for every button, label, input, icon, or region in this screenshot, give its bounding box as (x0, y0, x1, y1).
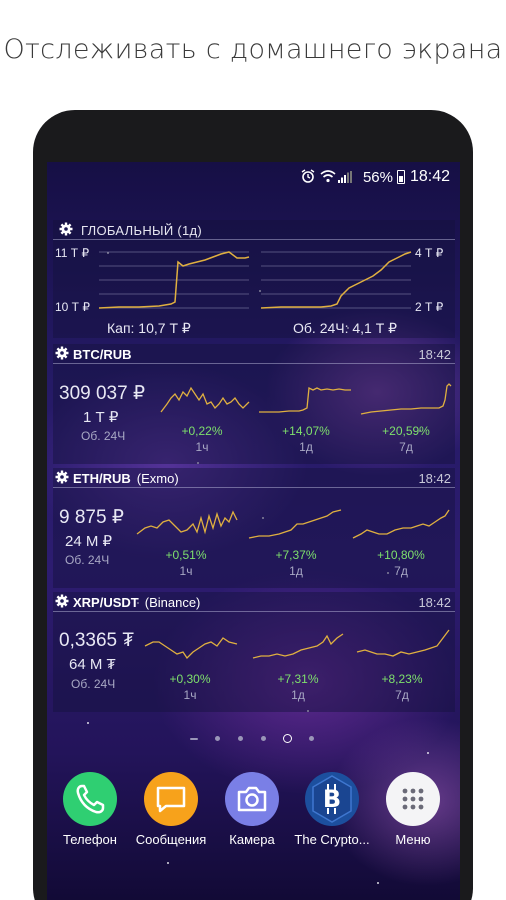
camera-icon[interactable] (225, 772, 279, 826)
volume: 1 Т ₽ (83, 409, 119, 426)
change-1d: +14,07% (282, 424, 330, 438)
change-1h: +0,51% (165, 548, 207, 562)
change-1d: +7,37% (275, 548, 317, 562)
market-cap-text: Кап: 10,7 Т ₽ (107, 320, 191, 336)
phone-icon[interactable] (63, 772, 117, 826)
volume-axis-bottom: 2 Т ₽ (415, 300, 444, 314)
gear-icon[interactable] (55, 470, 69, 484)
status-bar: 56% 18:42 (47, 162, 460, 192)
gear-icon[interactable] (55, 346, 69, 360)
global-widget-header: ГЛОБАЛЬНЫЙ (1д) (53, 220, 455, 240)
svg-text:B: B (323, 785, 341, 813)
alarm-icon (301, 169, 315, 183)
volume-label: Об. 24Ч (81, 429, 126, 443)
global-widget[interactable]: ГЛОБАЛЬНЫЙ (1д) 11 Т ₽ 10 Т ₽ 4 Т ₽ 2 Т … (53, 220, 455, 338)
period-1d: 1д (299, 440, 313, 454)
period-1h: 1ч (195, 440, 209, 454)
period-1d: 1д (291, 688, 305, 702)
message-icon[interactable] (144, 772, 198, 826)
chart-1d (252, 633, 344, 659)
volume: 24 М ₽ (65, 533, 113, 550)
pair-name: ETH/RUB (Exmo) (73, 471, 179, 486)
chart-1h (144, 637, 238, 660)
clock: 18:42 (409, 168, 450, 185)
xrp-widget[interactable]: XRP/USDT (Binance) 18:42 0,3365 ₮ 64 М ₮ … (53, 592, 455, 712)
eth-widget-header: ETH/RUB (Exmo) 18:42 (53, 468, 455, 488)
pair-name: BTC/RUB (73, 347, 132, 362)
battery-icon (397, 170, 405, 184)
page-dot[interactable] (309, 736, 314, 741)
price: 9 875 ₽ (59, 507, 124, 528)
wifi-icon (320, 170, 336, 183)
chart-1d (248, 509, 342, 539)
headline: Отслеживать с домашнего экрана (3, 34, 503, 65)
period-1h: 1ч (179, 564, 193, 578)
page-dot[interactable] (190, 738, 198, 740)
period-7d: 7д (399, 440, 413, 454)
price: 0,3365 ₮ (59, 630, 134, 651)
update-time: 18:42 (418, 471, 451, 486)
dock-label: Сообщения (135, 832, 207, 847)
period-1h: 1ч (183, 688, 197, 702)
dock-label: The Crypto... (294, 832, 370, 847)
period-1d: 1д (289, 564, 303, 578)
global-widget-title: ГЛОБАЛЬНЫЙ (1д) (81, 223, 203, 238)
cap-axis-top: 11 Т ₽ (55, 246, 90, 260)
volume-axis-top: 4 Т ₽ (415, 246, 444, 260)
volume-chart (260, 251, 412, 309)
xrp-widget-header: XRP/USDT (Binance) 18:42 (53, 592, 455, 612)
change-1d: +7,31% (277, 672, 319, 686)
chart-7d (356, 629, 450, 657)
chart-1h (136, 510, 238, 535)
volume-label: Об. 24Ч (71, 677, 116, 691)
change-1h: +0,30% (169, 672, 211, 686)
change-7d: +20,59% (382, 424, 430, 438)
btc-widget-header: BTC/RUB 18:42 (53, 344, 455, 364)
volume-label: Об. 24Ч (65, 553, 110, 567)
home-screen: 56% 18:42 ГЛОБАЛЬНЫЙ (1д) 11 Т ₽ 10 Т ₽ … (47, 162, 460, 900)
dock-label: Камера (229, 832, 275, 847)
btc-widget[interactable]: BTC/RUB 18:42 309 037 ₽ 1 Т ₽ Об. 24Ч +0… (53, 344, 455, 464)
gear-icon[interactable] (55, 594, 69, 608)
page-dot[interactable] (238, 736, 243, 741)
price: 309 037 ₽ (59, 383, 146, 404)
page-dot[interactable] (261, 736, 266, 741)
gear-icon[interactable] (59, 222, 73, 236)
chart-7d (352, 509, 450, 539)
update-time: 18:42 (418, 595, 451, 610)
change-1h: +0,22% (181, 424, 223, 438)
cap-chart (98, 251, 250, 309)
page-indicator[interactable] (190, 732, 330, 746)
apps-grid-icon[interactable] (386, 772, 440, 826)
pair-name: XRP/USDT (Binance) (73, 595, 201, 610)
volume: 64 М ₮ (69, 656, 116, 673)
cap-axis-bottom: 10 Т ₽ (55, 300, 90, 314)
page-dot[interactable] (215, 736, 220, 741)
dock-label: Телефон (63, 832, 117, 847)
chart-7d (360, 383, 452, 415)
volume-24h-text: Об. 24Ч: 4,1 Т ₽ (293, 320, 398, 336)
bitcoin-icon[interactable]: B (305, 772, 359, 826)
page-dot-active[interactable] (283, 734, 292, 743)
change-7d: +10,80% (377, 548, 425, 562)
chart-1h (160, 386, 250, 413)
update-time: 18:42 (418, 347, 451, 362)
period-7d: 7д (395, 688, 409, 702)
chart-1d (259, 386, 351, 413)
signal-icon (338, 171, 352, 183)
dock-label: Меню (395, 832, 431, 847)
battery-percent: 56% (362, 169, 393, 186)
change-7d: +8,23% (381, 672, 423, 686)
period-7d: 7д (394, 564, 408, 578)
eth-widget[interactable]: ETH/RUB (Exmo) 18:42 9 875 ₽ 24 М ₽ Об. 2… (53, 468, 455, 588)
